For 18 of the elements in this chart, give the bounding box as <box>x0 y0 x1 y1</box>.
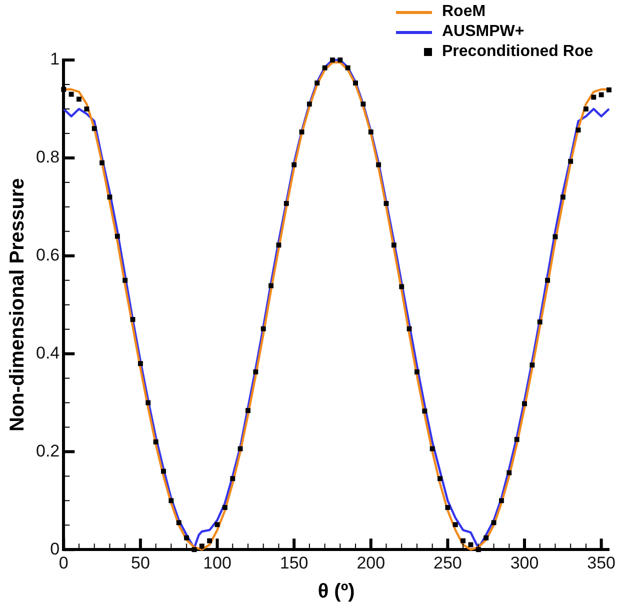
x-tick-label: 50 <box>130 553 150 572</box>
x-tick-label: 300 <box>510 553 539 572</box>
legend-label: RoeM <box>442 2 486 22</box>
legend-label: AUSMPW+ <box>442 22 524 42</box>
x-tick-label: 100 <box>203 553 232 572</box>
x-tick-label: 200 <box>356 553 386 572</box>
legend-label: Preconditioned Roe <box>442 42 594 62</box>
x-tick-label: 350 <box>587 553 616 572</box>
y-tick-label: 0.4 <box>36 343 60 362</box>
y-tick-label: 0.2 <box>36 441 60 460</box>
y-tick-label: 1 <box>50 50 60 69</box>
y-axis-title: Non-dimensional Pressure <box>6 178 29 432</box>
x-axis-title: θ (º) <box>318 580 355 603</box>
y-tick-label: 0.8 <box>36 148 60 167</box>
x-tick-label: 150 <box>280 553 308 572</box>
x-tick-label: 250 <box>434 553 462 572</box>
y-tick-label: 0.6 <box>36 246 60 265</box>
y-tick-label: 0 <box>50 539 60 558</box>
